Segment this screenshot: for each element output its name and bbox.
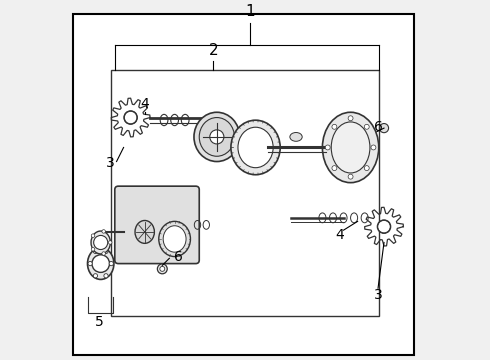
Circle shape	[332, 166, 337, 171]
Circle shape	[104, 274, 108, 278]
Circle shape	[91, 234, 95, 237]
Ellipse shape	[194, 112, 240, 162]
Ellipse shape	[331, 122, 370, 173]
Circle shape	[377, 220, 391, 233]
Circle shape	[92, 255, 109, 273]
Text: 6: 6	[174, 250, 183, 264]
Circle shape	[348, 116, 353, 121]
Ellipse shape	[91, 231, 110, 254]
Circle shape	[93, 249, 98, 253]
FancyBboxPatch shape	[115, 186, 199, 264]
Ellipse shape	[88, 248, 114, 279]
Ellipse shape	[163, 226, 186, 252]
Circle shape	[102, 230, 105, 233]
Text: 1: 1	[245, 4, 255, 19]
Circle shape	[379, 123, 389, 133]
Ellipse shape	[159, 221, 191, 257]
Ellipse shape	[290, 132, 302, 141]
Circle shape	[88, 261, 92, 266]
Bar	[111, 70, 379, 316]
Circle shape	[364, 124, 369, 129]
Circle shape	[364, 166, 369, 171]
Text: 6: 6	[374, 120, 383, 134]
Circle shape	[124, 111, 137, 124]
Circle shape	[102, 252, 105, 255]
Text: 4: 4	[140, 97, 149, 111]
Ellipse shape	[231, 120, 280, 175]
Ellipse shape	[199, 118, 234, 156]
Text: 5: 5	[95, 315, 103, 329]
Circle shape	[94, 235, 108, 249]
Circle shape	[332, 124, 337, 129]
Ellipse shape	[322, 112, 379, 183]
Text: 2: 2	[209, 44, 218, 58]
Text: 3: 3	[106, 156, 115, 170]
Ellipse shape	[135, 220, 154, 243]
Ellipse shape	[238, 127, 273, 168]
Circle shape	[371, 145, 376, 150]
Circle shape	[157, 264, 167, 274]
Text: 4: 4	[335, 228, 343, 242]
Circle shape	[348, 174, 353, 179]
Circle shape	[210, 130, 224, 144]
Text: 3: 3	[374, 288, 382, 302]
Circle shape	[160, 266, 165, 271]
Circle shape	[91, 248, 95, 251]
Circle shape	[108, 241, 112, 244]
Circle shape	[93, 274, 98, 278]
Circle shape	[104, 249, 108, 253]
Circle shape	[325, 145, 330, 150]
Circle shape	[109, 261, 113, 266]
